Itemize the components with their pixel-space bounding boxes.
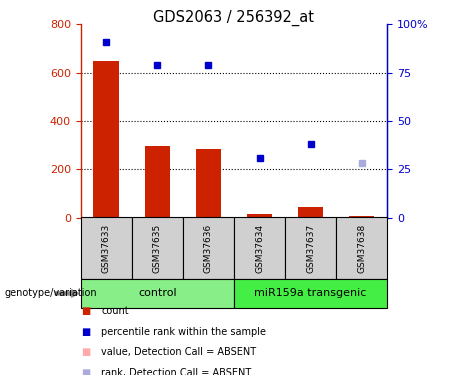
Bar xyxy=(247,214,272,217)
Bar xyxy=(81,279,234,308)
Text: ■: ■ xyxy=(81,306,90,316)
Text: count: count xyxy=(101,306,129,316)
Bar xyxy=(132,217,183,279)
Text: ■: ■ xyxy=(81,368,90,375)
Bar xyxy=(195,149,221,217)
Text: GSM37635: GSM37635 xyxy=(153,224,162,273)
Text: rank, Detection Call = ABSENT: rank, Detection Call = ABSENT xyxy=(101,368,252,375)
Text: GSM37637: GSM37637 xyxy=(306,224,315,273)
Text: percentile rank within the sample: percentile rank within the sample xyxy=(101,327,266,337)
Bar xyxy=(183,217,234,279)
Bar xyxy=(234,279,387,308)
Text: GSM37634: GSM37634 xyxy=(255,224,264,273)
Bar xyxy=(81,217,132,279)
Bar xyxy=(145,146,170,218)
Text: GSM37633: GSM37633 xyxy=(102,224,111,273)
Bar xyxy=(349,216,374,217)
Bar xyxy=(298,207,323,218)
Text: miR159a transgenic: miR159a transgenic xyxy=(254,288,367,298)
Text: GSM37638: GSM37638 xyxy=(357,224,366,273)
Text: genotype/variation: genotype/variation xyxy=(5,288,97,298)
Text: value, Detection Call = ABSENT: value, Detection Call = ABSENT xyxy=(101,348,256,357)
Text: GSM37636: GSM37636 xyxy=(204,224,213,273)
Text: control: control xyxy=(138,288,177,298)
Text: ■: ■ xyxy=(81,327,90,337)
Text: ■: ■ xyxy=(81,348,90,357)
Text: GDS2063 / 256392_at: GDS2063 / 256392_at xyxy=(154,9,314,26)
Bar xyxy=(94,61,119,217)
Bar xyxy=(234,217,285,279)
Bar xyxy=(336,217,387,279)
Bar xyxy=(285,217,336,279)
